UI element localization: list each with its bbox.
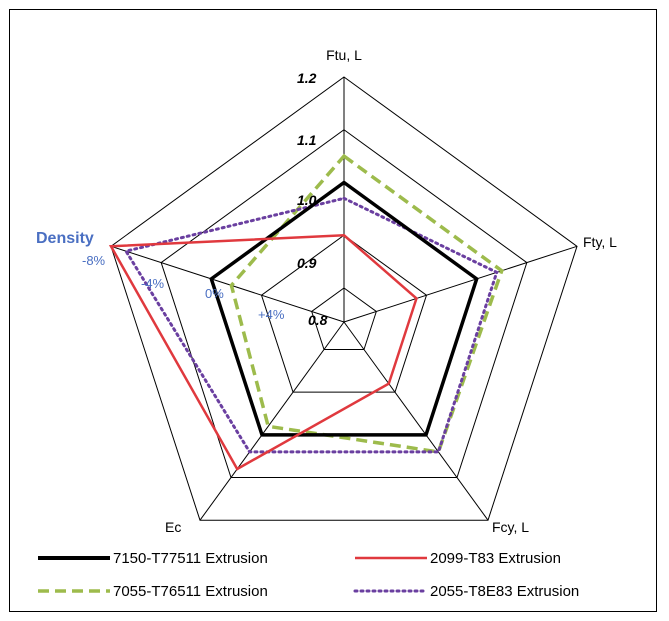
series-line-1 — [108, 233, 418, 471]
density-tick-0: 0% — [205, 286, 224, 301]
tick-label-1.2: 1.2 — [297, 70, 317, 86]
series-line-0 — [209, 180, 479, 437]
radar-grid — [110, 76, 578, 521]
axis-labels: Ftu, L Fty, L Fcy, L Ec Density 0.8 0.9 … — [36, 47, 617, 535]
axis-label-ftu: Ftu, L — [326, 47, 362, 63]
series-line-2 — [229, 153, 504, 454]
chart-frame — [9, 9, 657, 612]
density-tick-plus4: +4% — [258, 307, 285, 322]
grid-ring-4 — [110, 76, 578, 521]
tick-label-0.9: 0.9 — [297, 255, 317, 271]
density-tick-minus8: -8% — [82, 253, 106, 268]
grid-spoke-4 — [110, 245, 345, 323]
series-group — [108, 153, 504, 471]
tick-label-1.1: 1.1 — [297, 132, 317, 148]
grid-spoke-2 — [343, 321, 489, 521]
axis-label-density: Density — [36, 230, 94, 247]
legend-label-7150: 7150-T77511 Extrusion — [113, 550, 268, 567]
legend: 7150-T77511 Extrusion 2099-T83 Extrusion… — [38, 550, 579, 600]
grid-ring-1 — [260, 234, 428, 393]
grid-ring-0 — [311, 287, 377, 351]
grid-ring-3 — [160, 129, 528, 479]
axis-label-fcy: Fcy, L — [492, 519, 529, 535]
grid-spoke-1 — [343, 245, 578, 323]
tick-label-0.8: 0.8 — [308, 312, 328, 328]
series-line-3 — [123, 196, 499, 454]
axis-label-ec: Ec — [165, 519, 181, 535]
tick-label-1.0: 1.0 — [297, 192, 317, 208]
legend-label-2099: 2099-T83 Extrusion — [430, 550, 561, 567]
legend-label-7055: 7055-T76511 Extrusion — [113, 583, 268, 600]
density-tick-minus4: -4% — [141, 276, 165, 291]
legend-label-2055: 2055-T8E83 Extrusion — [430, 583, 579, 600]
axis-label-fty: Fty, L — [583, 234, 617, 250]
grid-spoke-3 — [199, 321, 345, 521]
